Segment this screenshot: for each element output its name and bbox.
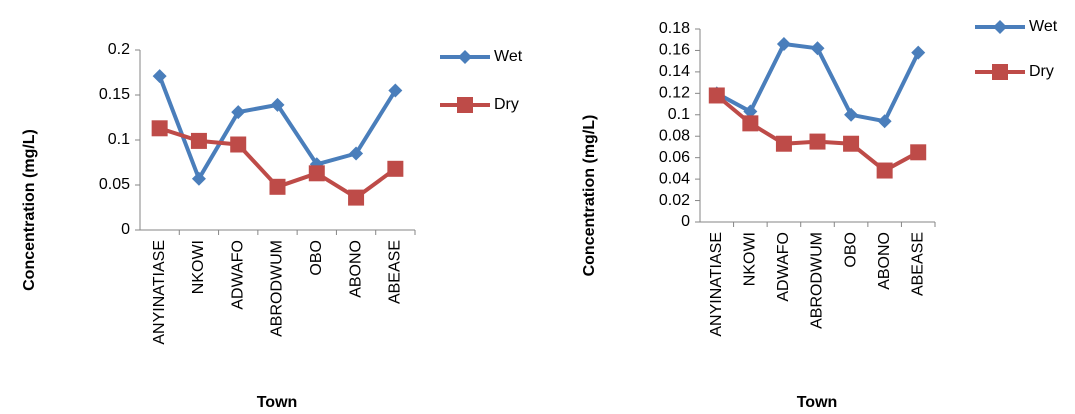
data-point [809,133,826,150]
y-tick-label: 0.05 [99,176,130,193]
x-tick-label: ABONO [347,240,364,298]
data-point [775,135,792,152]
x-axis-title: Town [257,394,298,411]
y-tick-label: 0.1 [108,131,130,148]
y-tick-label: 0.12 [659,85,690,102]
data-point [151,120,168,137]
data-point [190,132,207,149]
y-axis-title: Concentration (mg/L) [581,115,598,277]
legend-marker [992,64,1008,80]
x-tick-label: OBO [842,232,859,268]
y-tick-label: 0 [681,213,690,230]
data-point [270,97,285,112]
y-axis-title: Concentration (mg/L) [21,129,38,291]
x-tick-label: ABONO [876,232,893,290]
data-point [349,146,364,161]
data-point [743,104,758,119]
data-point [844,107,859,122]
y-tick-label: 0.08 [659,127,690,144]
legend-marker [993,20,1007,34]
data-point [348,189,365,206]
data-point [843,135,860,152]
series-line [715,93,920,173]
legend-label: Dry [494,96,519,113]
x-tick-label: ABRODWUM [809,232,826,329]
y-tick-label: 0.04 [659,170,690,187]
y-tick-label: 0.15 [99,86,130,103]
data-point [708,87,725,104]
legend-label: Wet [1029,18,1058,35]
x-tick-label: ADWAFO [229,240,246,310]
legend-marker [458,50,472,64]
x-tick-label: ANYINATIASE [708,232,725,337]
legend-label: Wet [494,48,523,65]
data-point [152,69,167,84]
y-tick-label: 0 [121,221,130,238]
data-point [742,115,759,132]
data-point [269,178,286,195]
data-point [911,45,926,60]
data-point [230,136,247,153]
y-tick-label: 0.16 [659,42,690,59]
x-tick-label: NKOWI [742,232,759,286]
x-tick-label: NKOWI [190,240,207,294]
y-tick-label: 0.06 [659,149,690,166]
data-point [231,105,246,120]
data-point [910,144,927,161]
y-tick-label: 0.14 [659,63,690,80]
x-tick-label: ADWAFO [775,232,792,302]
y-tick-label: 0.02 [659,192,690,209]
data-point [876,162,893,179]
x-tick-label: ABEASE [909,232,926,296]
x-tick-label: ABEASE [387,240,404,304]
series-line [157,75,398,181]
data-point [877,114,892,129]
data-point [388,83,403,98]
y-tick-label: 0.1 [668,106,690,123]
legend-label: Dry [1029,63,1054,80]
data-point [776,37,791,52]
legend-marker [457,97,473,113]
data-point [810,41,825,56]
x-tick-label: OBO [308,240,325,276]
x-axis-title: Town [797,394,838,411]
x-tick-label: ABRODWUM [269,240,286,337]
y-tick-label: 0.2 [108,41,130,58]
data-point [387,160,404,177]
x-tick-label: ANYINATIASE [151,240,168,345]
data-point [308,165,325,182]
y-tick-label: 0.18 [659,20,690,37]
data-point [191,171,206,186]
